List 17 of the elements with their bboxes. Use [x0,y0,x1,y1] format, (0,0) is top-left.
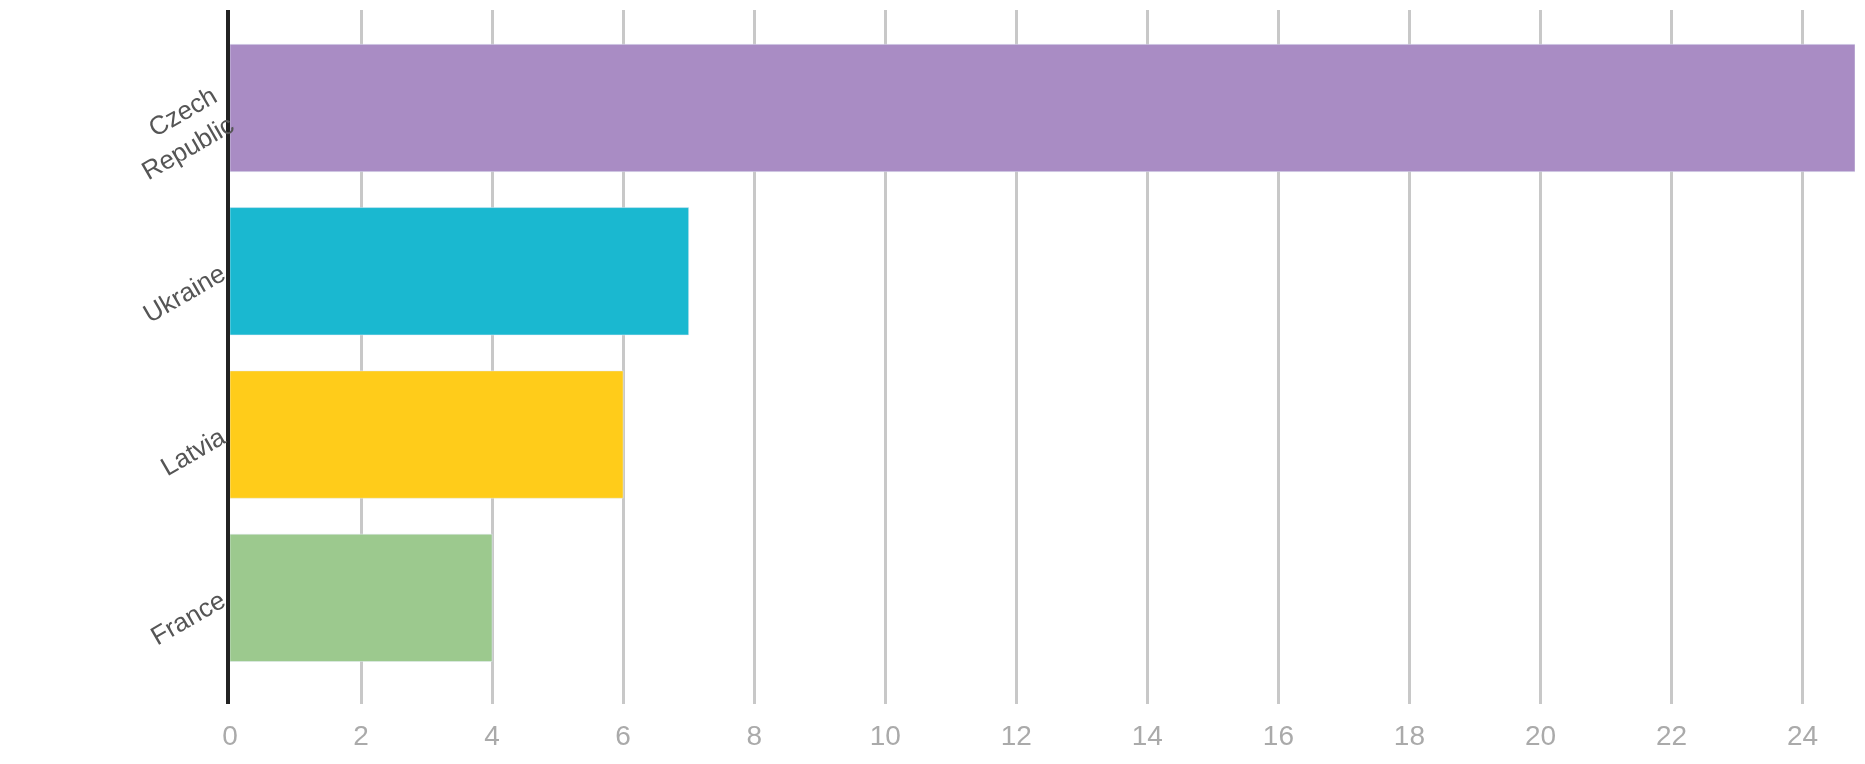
x-tick-label: 14 [1131,719,1163,751]
x-tick-label: 12 [1000,719,1032,751]
x-tick-label: 16 [1262,719,1294,751]
x-tick-label: 6 [615,719,631,751]
x-tick-label: 10 [869,719,901,751]
x-tick-label: 4 [484,719,500,751]
x-tick-label: 24 [1787,719,1819,751]
bar [230,370,624,499]
x-tick-label: 8 [746,719,762,751]
x-tick-label: 2 [353,719,369,751]
bar [230,207,689,336]
x-tick-label: 22 [1655,719,1688,751]
bar [230,533,493,662]
x-tick-label: 18 [1393,719,1426,751]
x-tick-label: 20 [1524,719,1557,751]
x-tick-label: 0 [222,719,238,751]
y-tick-label: Latvia [155,420,231,482]
